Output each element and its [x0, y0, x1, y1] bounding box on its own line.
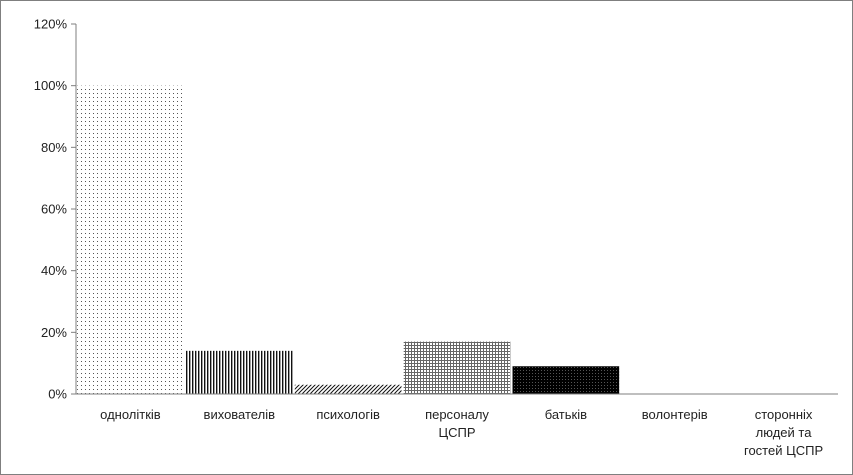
bar — [185, 350, 293, 394]
x-tick-label-line: ЦСПР — [438, 425, 475, 440]
x-tick-label: вихователів — [204, 407, 276, 422]
x-tick-label-line: вихователів — [204, 407, 276, 422]
bar — [512, 366, 620, 394]
bars — [77, 85, 620, 395]
y-tick-label: 100% — [34, 78, 68, 93]
x-tick-label: батьків — [545, 407, 587, 422]
x-tick-label: однолітків — [100, 407, 161, 422]
y-tick-label: 40% — [41, 263, 67, 278]
x-tick-label-line: волонтерів — [642, 407, 708, 422]
y-tick-label: 80% — [41, 140, 67, 155]
y-axis: 0% 20% 40% 60% 80% 100% 120% — [34, 17, 77, 402]
x-tick-label: персоналу ЦСПР — [425, 407, 489, 440]
y-tick-label: 0% — [48, 387, 67, 402]
y-tick-label: 20% — [41, 325, 67, 340]
x-tick-label-line: персоналу — [425, 407, 489, 422]
x-tick-label-line: сторонніх — [755, 407, 813, 422]
bar — [403, 341, 511, 394]
x-tick-label: волонтерів — [642, 407, 708, 422]
x-tick-label-line: гостей ЦСПР — [744, 443, 823, 458]
x-tick-label: психологів — [316, 407, 380, 422]
x-tick-label: сторонніх людей та гостей ЦСПР — [744, 407, 823, 458]
x-tick-label-line: однолітків — [100, 407, 161, 422]
x-tick-label-line: людей та — [756, 425, 813, 440]
y-tick-label: 60% — [41, 202, 67, 217]
bar — [77, 85, 184, 395]
x-tick-label-line: психологів — [316, 407, 380, 422]
x-axis: однолітків вихователів психологів персоналу… — [76, 393, 838, 458]
x-tick-label-line: батьків — [545, 407, 587, 422]
bar — [294, 384, 402, 394]
y-tick-label: 120% — [34, 17, 68, 32]
